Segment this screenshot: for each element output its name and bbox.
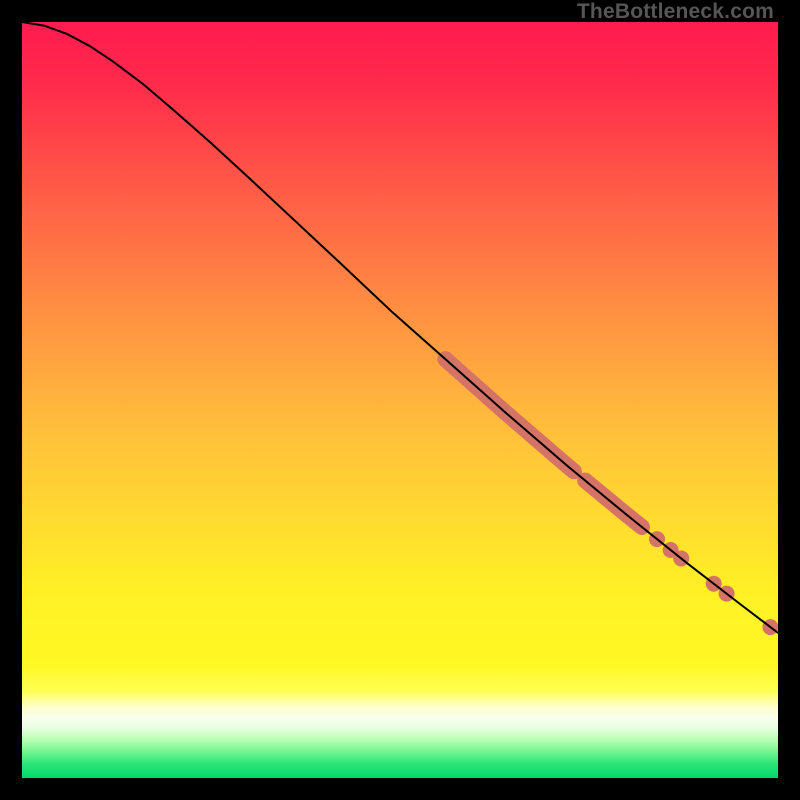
watermark-text: TheBottleneck.com	[577, 0, 774, 24]
plot-area	[22, 22, 778, 778]
chart-root: TheBottleneck.com	[0, 0, 800, 800]
gradient-background	[22, 22, 778, 778]
